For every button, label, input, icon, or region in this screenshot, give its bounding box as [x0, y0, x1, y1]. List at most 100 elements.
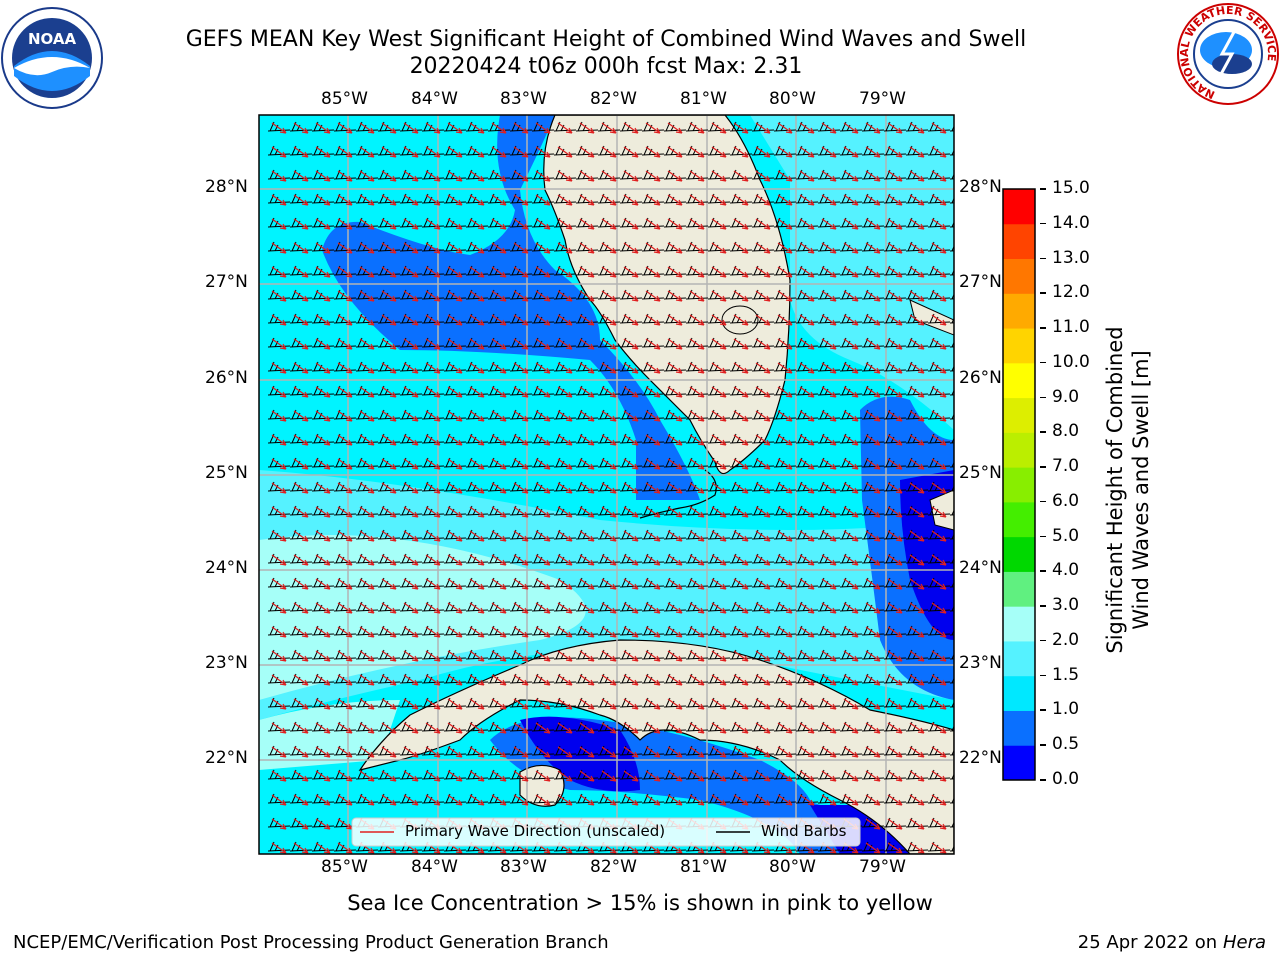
wave-direction-arrow	[271, 794, 287, 806]
wave-direction-arrow	[535, 506, 551, 518]
lon-label-top: 85°W	[321, 89, 368, 109]
wave-direction-arrow	[711, 770, 727, 782]
colorbar-label: Significant Height of Combined Wind Wave…	[1103, 326, 1153, 654]
wave-direction-arrow	[623, 746, 639, 758]
wave-direction-arrow	[953, 579, 954, 580]
wave-direction-arrow	[491, 386, 507, 398]
wave-direction-arrow	[579, 506, 595, 518]
wave-direction-arrow	[711, 266, 727, 278]
wave-direction-arrow	[425, 530, 441, 542]
wave-direction-arrow	[513, 362, 529, 374]
wave-direction-arrow	[909, 170, 925, 182]
colorbar-tick-label: 0.0	[1052, 769, 1080, 789]
wave-direction-arrow	[843, 242, 859, 254]
wave-direction-arrow	[711, 794, 727, 806]
colorbar-tick-label: 5.0	[1052, 525, 1080, 546]
wave-direction-arrow	[843, 434, 859, 446]
wave-direction-arrow	[425, 242, 441, 254]
wave-direction-arrow	[579, 170, 595, 182]
wave-direction-arrow	[513, 626, 529, 638]
wave-direction-arrow	[513, 410, 529, 422]
colorbar-tick-label: 9.0	[1052, 386, 1080, 407]
wave-direction-arrow	[359, 554, 375, 566]
wave-direction-arrow	[293, 218, 309, 230]
wave-direction-arrow	[645, 506, 661, 518]
wave-direction-arrow	[777, 146, 793, 158]
wave-direction-arrow	[601, 482, 617, 494]
wave-direction-arrow	[887, 338, 903, 350]
wave-direction-arrow	[865, 842, 881, 854]
lat-label-right: 22°N	[959, 748, 1002, 768]
wave-direction-arrow	[447, 794, 463, 806]
wave-direction-arrow	[403, 410, 419, 422]
wave-direction-arrow	[667, 410, 683, 422]
wave-direction-arrow	[931, 290, 947, 302]
colorbar-segment	[1003, 397, 1035, 433]
wave-direction-arrow	[645, 458, 661, 470]
wave-direction-arrow	[425, 146, 441, 158]
wave-direction-arrow	[403, 242, 419, 254]
wave-direction-arrow	[821, 386, 837, 398]
wave-direction-arrow	[887, 722, 903, 734]
wave-direction-arrow	[689, 602, 705, 614]
wave-direction-arrow	[799, 458, 815, 470]
wave-direction-arrow	[601, 530, 617, 542]
wave-direction-arrow	[711, 506, 727, 518]
wave-direction-arrow	[337, 290, 353, 302]
wave-direction-arrow	[843, 410, 859, 422]
wave-direction-arrow	[535, 170, 551, 182]
wave-direction-arrow	[381, 626, 397, 638]
wave-direction-arrow	[777, 458, 793, 470]
wave-direction-arrow	[403, 338, 419, 350]
wave-direction-arrow	[887, 218, 903, 230]
wave-direction-arrow	[359, 650, 375, 662]
wave-direction-arrow	[645, 194, 661, 206]
wave-direction-arrow	[601, 242, 617, 254]
wave-direction-arrow	[271, 746, 287, 758]
lon-label-bottom: 82°W	[590, 857, 637, 877]
wave-direction-arrow	[293, 458, 309, 470]
wave-direction-arrow	[557, 578, 573, 590]
wave-direction-arrow	[535, 770, 551, 782]
wave-direction-arrow	[645, 410, 661, 422]
wave-direction-arrow	[359, 242, 375, 254]
wave-direction-arrow	[953, 675, 954, 676]
lon-label-bottom: 83°W	[500, 857, 547, 877]
wave-direction-arrow	[557, 218, 573, 230]
wave-direction-arrow	[469, 242, 485, 254]
wave-direction-arrow	[381, 482, 397, 494]
wave-direction-arrow	[799, 266, 815, 278]
wave-direction-arrow	[469, 386, 485, 398]
wave-direction-arrow	[821, 410, 837, 422]
colorbar-tick-label: 12.0	[1052, 282, 1090, 303]
wave-direction-arrow	[315, 746, 331, 758]
wave-direction-arrow	[755, 242, 771, 254]
wave-direction-arrow	[711, 410, 727, 422]
wave-direction-arrow	[557, 674, 573, 686]
wave-direction-arrow	[821, 746, 837, 758]
wave-direction-arrow	[337, 530, 353, 542]
wave-direction-arrow	[821, 602, 837, 614]
wave-direction-arrow	[359, 722, 375, 734]
wave-direction-arrow	[645, 698, 661, 710]
wave-direction-arrow	[821, 434, 837, 446]
wave-direction-arrow	[601, 746, 617, 758]
wave-direction-arrow	[667, 530, 683, 542]
wave-direction-arrow	[909, 410, 925, 422]
wave-direction-arrow	[535, 578, 551, 590]
wave-direction-arrow	[865, 290, 881, 302]
wave-direction-arrow	[469, 722, 485, 734]
wave-direction-arrow	[865, 506, 881, 518]
wave-direction-arrow	[931, 506, 947, 518]
wave-direction-arrow	[359, 434, 375, 446]
wave-direction-arrow	[513, 770, 529, 782]
wave-direction-arrow	[667, 650, 683, 662]
lat-label-left: 27°N	[205, 272, 248, 292]
wave-direction-arrow	[887, 602, 903, 614]
wave-direction-arrow	[755, 554, 771, 566]
wave-direction-arrow	[601, 434, 617, 446]
wave-direction-arrow	[381, 338, 397, 350]
wave-direction-arrow	[337, 554, 353, 566]
wave-direction-arrow	[645, 626, 661, 638]
wave-direction-arrow	[865, 218, 881, 230]
